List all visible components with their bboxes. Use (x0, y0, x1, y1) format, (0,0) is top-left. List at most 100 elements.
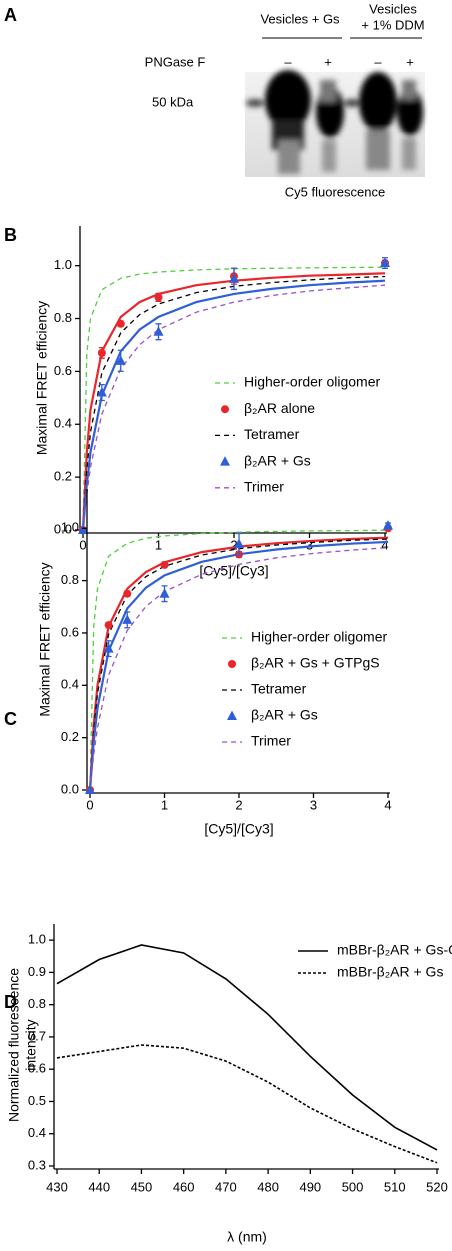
data-point (153, 326, 164, 336)
panel-label: C (4, 709, 17, 729)
x-tick-label: 2 (230, 537, 237, 552)
data-point (154, 293, 163, 302)
x-tick-label: 0 (86, 797, 93, 812)
fit-line (81, 279, 386, 531)
y-tick-label: 1.0 (28, 932, 46, 947)
legend-label: β₂AR + Gs (244, 452, 311, 468)
y-tick-label: 0.5 (28, 1093, 46, 1108)
x-tick-label: 4 (384, 797, 391, 812)
data-point (159, 588, 170, 598)
data-point (103, 643, 114, 653)
model-line (89, 538, 389, 791)
y-axis-label: intensity (23, 1019, 39, 1070)
group-label: + 1% DDM (361, 17, 424, 32)
x-axis-label: [Cy5]/[Cy3] (204, 821, 273, 837)
legend-label: Trimer (251, 733, 291, 749)
data-point (104, 621, 113, 630)
x-axis-label: [Cy5]/[Cy3] (199, 563, 268, 579)
fit-line (88, 540, 389, 791)
legend-label: Trimer (244, 479, 284, 495)
gel (245, 70, 425, 177)
lane-label: + (324, 54, 332, 69)
data-point (122, 614, 133, 624)
x-tick-label: 460 (173, 1179, 195, 1194)
x-tick-label: 3 (306, 537, 313, 552)
legend-label: β₂AR + Gs (251, 707, 318, 723)
y-tick-label: 0.6 (28, 1061, 46, 1076)
y-tick-label: 1.0 (54, 257, 72, 272)
data-point (115, 355, 126, 365)
y-tick-label: 0.9 (28, 964, 46, 979)
x-tick-label: 1 (161, 797, 168, 812)
x-tick-label: 2 (235, 797, 242, 812)
data-point (229, 273, 239, 283)
model-line (82, 275, 386, 531)
y-tick-label: 0.7 (28, 1028, 46, 1043)
panel-label: B (4, 225, 17, 245)
y-tick-label: 1.0 (61, 520, 79, 535)
x-tick-label: 4 (381, 537, 388, 552)
y-tick-label: 0.6 (54, 363, 72, 378)
data-point (78, 524, 88, 534)
x-tick-label: 520 (426, 1179, 448, 1194)
lane-label: – (374, 54, 382, 69)
legend-label: mBBr-β₂AR + Gs-GTPγS (337, 942, 452, 958)
legend-label: Higher-order oligomer (244, 374, 381, 390)
legend-label: β₂AR + Gs + GTPgS (251, 655, 380, 671)
legend-marker (220, 456, 230, 466)
group-label: Vesicles (369, 1, 417, 16)
legend-marker (221, 405, 229, 414)
lane-label: – (284, 54, 292, 69)
x-tick-label: 490 (299, 1179, 321, 1194)
legend-label: Tetramer (244, 426, 300, 442)
x-tick-label: 510 (384, 1179, 406, 1194)
y-tick-label: 0.4 (61, 677, 79, 692)
data-point (116, 319, 125, 328)
x-tick-label: 500 (342, 1179, 364, 1194)
group-label: Vesicles + Gs (260, 11, 340, 26)
x-tick-label: 470 (215, 1179, 237, 1194)
y-axis-label: Maximal FRET efficiency (34, 301, 50, 455)
data-point (234, 538, 244, 548)
y-tick-label: 0.3 (28, 1157, 46, 1172)
y-tick-label: 0.0 (61, 781, 79, 796)
y-tick-label: 0.2 (61, 729, 79, 744)
legend-label: Higher-order oligomer (251, 629, 388, 645)
x-tick-label: 3 (310, 797, 317, 812)
y-tick-label: 0.4 (28, 1125, 46, 1140)
x-tick-label: 430 (46, 1179, 68, 1194)
data-point (383, 520, 393, 530)
y-tick-label: 0.2 (54, 469, 72, 484)
legend-label: mBBr-β₂AR + Gs (337, 964, 443, 980)
y-axis-label: Normalized fluorescence (6, 968, 22, 1122)
y-tick-label: 0.8 (61, 572, 79, 587)
y-axis-label: Maximal FRET efficiency (37, 562, 53, 716)
fit-line (81, 272, 386, 531)
data-line (56, 1044, 438, 1164)
model-line (89, 529, 389, 791)
lane-label: + (406, 54, 414, 69)
data-point (123, 589, 132, 598)
x-tick-label: 0 (79, 537, 86, 552)
data-point (97, 348, 106, 357)
data-line (56, 944, 438, 1151)
y-tick-label: 0.8 (28, 996, 46, 1011)
panel-label: D (4, 992, 17, 1012)
model-line (82, 266, 386, 531)
y-tick-label: 0.0 (54, 521, 72, 536)
y-tick-label: 0.6 (61, 624, 79, 639)
x-tick-label: 1 (155, 537, 162, 552)
legend-label: Tetramer (251, 681, 307, 697)
x-tick-label: 480 (257, 1179, 279, 1194)
panel-label: A (4, 5, 17, 25)
marker-label: 50 kDa (152, 94, 194, 109)
x-axis-label: λ (nm) (227, 1229, 267, 1245)
data-point (85, 784, 95, 794)
x-tick-label: 440 (88, 1179, 110, 1194)
data-point (96, 387, 107, 397)
gel-caption: Cy5 fluorescence (285, 184, 385, 199)
legend-label: β₂AR alone (244, 400, 315, 416)
model-line (82, 284, 386, 531)
legend-marker (227, 710, 237, 720)
